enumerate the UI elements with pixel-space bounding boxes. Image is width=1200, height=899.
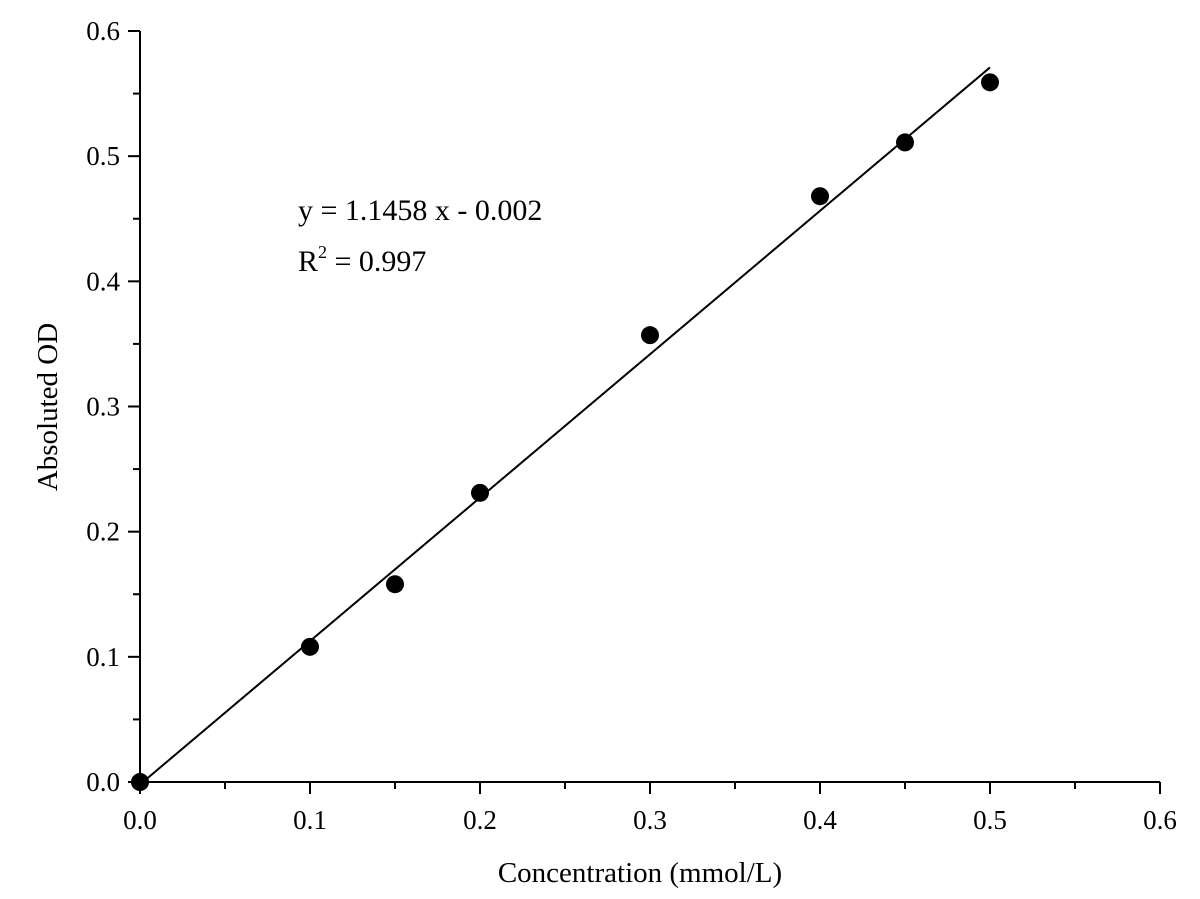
data-point [131,773,149,791]
data-point [896,133,914,152]
y-tick-label: 0.3 [86,392,120,422]
r-squared-value: = 0.997 [327,245,426,278]
x-tick-label: 0.5 [973,805,1007,835]
data-point [301,637,319,656]
x-tick-label: 0.1 [293,805,327,835]
x-tick-label: 0.6 [1143,805,1177,835]
y-tick-label: 0.6 [86,16,120,46]
y-tick-label: 0.1 [86,642,120,672]
r-squared-label: R2 = 0.997 [298,242,426,278]
fit-equation-label: y = 1.1458 x - 0.002 [298,194,542,227]
data-point [641,326,659,345]
y-tick-label: 0.0 [86,767,120,797]
y-tick-label: 0.2 [86,517,120,547]
x-axis-title: Concentration (mmol/L) [498,857,782,889]
x-tick-label: 0.0 [123,805,157,835]
y-tick-label: 0.4 [86,266,120,296]
x-tick-label: 0.3 [633,805,667,835]
data-points [131,73,999,791]
data-point [811,187,829,206]
r-squared-superscript: 2 [318,242,327,262]
x-tick-label: 0.2 [463,805,497,835]
axes [139,31,1160,783]
r-squared-prefix: R [298,245,318,278]
data-point [981,73,999,92]
fit-line [139,66,991,786]
y-tick-label: 0.5 [86,141,120,171]
y-axis-title: Absoluted OD [32,323,64,491]
ticks: 0.0 0.1 0.2 0.3 0.4 0.5 0.6 0.0 0.1 0.2 0.3 0.4 0.5 0… [86,16,1177,835]
x-tick-label: 0.4 [803,805,837,835]
data-point [386,575,404,594]
data-point [471,483,489,502]
fit-layer [139,66,991,786]
